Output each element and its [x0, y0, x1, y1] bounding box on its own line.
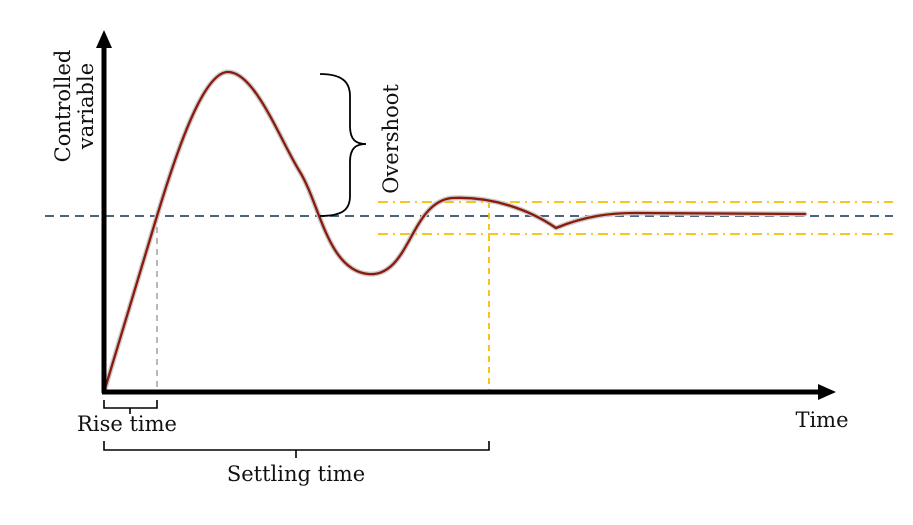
rise-time-bracket: [103, 400, 158, 414]
overshoot-label: Overshoot: [379, 84, 403, 194]
y-axis-label-line2: variable: [74, 63, 98, 150]
response-curve: [102, 70, 807, 394]
overshoot-brace: [319, 73, 367, 217]
settling-time-label: Settling time: [227, 462, 365, 486]
y-axis-label-line1: Controlled: [51, 50, 75, 163]
response-curve-halo: [101, 69, 808, 395]
x-axis-arrowhead: [818, 384, 836, 400]
y-axis-arrowhead: [96, 30, 112, 48]
rise-time-label: Rise time: [77, 412, 177, 436]
settling-time-bracket: [103, 441, 490, 458]
x-axis-label: Time: [795, 408, 848, 432]
